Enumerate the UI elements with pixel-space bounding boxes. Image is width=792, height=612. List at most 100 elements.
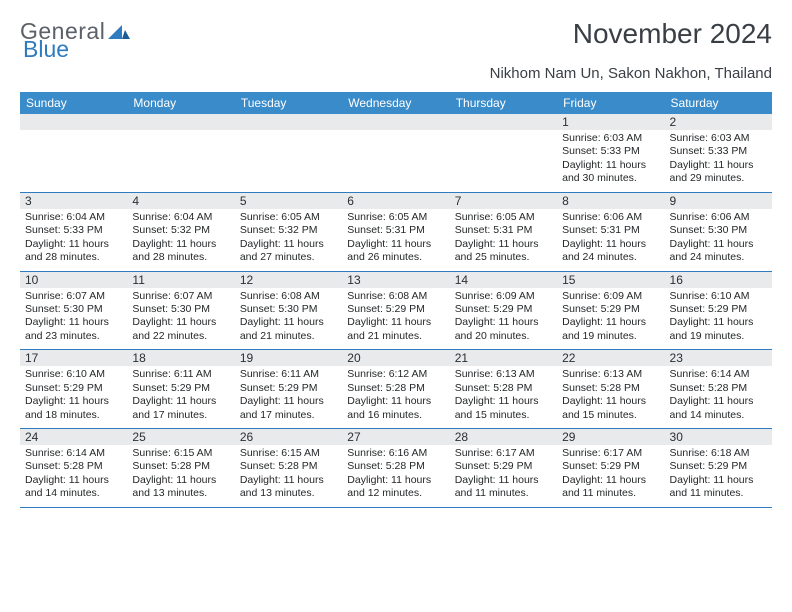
sunrise-text: Sunrise: 6:05 AM: [347, 211, 444, 224]
sunrise-text: Sunrise: 6:16 AM: [347, 447, 444, 460]
page-title: November 2024: [573, 18, 772, 50]
sunrise-text: Sunrise: 6:04 AM: [25, 211, 122, 224]
daylight-text: Daylight: 11 hours and 19 minutes.: [670, 316, 767, 343]
day-body: [235, 130, 342, 184]
sunset-text: Sunset: 5:31 PM: [562, 224, 659, 237]
daylight-text: Daylight: 11 hours and 26 minutes.: [347, 238, 444, 265]
day-cell: 17Sunrise: 6:10 AMSunset: 5:29 PMDayligh…: [20, 350, 127, 429]
week-row: 17Sunrise: 6:10 AMSunset: 5:29 PMDayligh…: [20, 350, 772, 429]
weekday-header: Wednesday: [342, 92, 449, 114]
day-body: Sunrise: 6:18 AMSunset: 5:29 PMDaylight:…: [665, 445, 772, 507]
day-cell: [127, 114, 234, 192]
day-body: Sunrise: 6:03 AMSunset: 5:33 PMDaylight:…: [557, 130, 664, 192]
day-number: 5: [235, 193, 342, 209]
day-cell: [450, 114, 557, 192]
day-number: [20, 114, 127, 130]
day-cell: 22Sunrise: 6:13 AMSunset: 5:28 PMDayligh…: [557, 350, 664, 429]
sunrise-text: Sunrise: 6:15 AM: [132, 447, 229, 460]
weekday-header: Sunday: [20, 92, 127, 114]
sunset-text: Sunset: 5:29 PM: [455, 303, 552, 316]
day-cell: 2Sunrise: 6:03 AMSunset: 5:33 PMDaylight…: [665, 114, 772, 192]
day-body: Sunrise: 6:15 AMSunset: 5:28 PMDaylight:…: [127, 445, 234, 507]
day-body: Sunrise: 6:10 AMSunset: 5:29 PMDaylight:…: [665, 288, 772, 350]
sunset-text: Sunset: 5:28 PM: [347, 382, 444, 395]
daylight-text: Daylight: 11 hours and 11 minutes.: [455, 474, 552, 501]
calendar-table: Sunday Monday Tuesday Wednesday Thursday…: [20, 92, 772, 508]
day-cell: 27Sunrise: 6:16 AMSunset: 5:28 PMDayligh…: [342, 429, 449, 508]
sunrise-text: Sunrise: 6:18 AM: [670, 447, 767, 460]
day-cell: 8Sunrise: 6:06 AMSunset: 5:31 PMDaylight…: [557, 192, 664, 271]
day-number: 23: [665, 350, 772, 366]
daylight-text: Daylight: 11 hours and 25 minutes.: [455, 238, 552, 265]
sunset-text: Sunset: 5:28 PM: [455, 382, 552, 395]
day-number: 19: [235, 350, 342, 366]
day-cell: 20Sunrise: 6:12 AMSunset: 5:28 PMDayligh…: [342, 350, 449, 429]
daylight-text: Daylight: 11 hours and 20 minutes.: [455, 316, 552, 343]
sunset-text: Sunset: 5:29 PM: [25, 382, 122, 395]
daylight-text: Daylight: 11 hours and 18 minutes.: [25, 395, 122, 422]
day-cell: 26Sunrise: 6:15 AMSunset: 5:28 PMDayligh…: [235, 429, 342, 508]
day-cell: 24Sunrise: 6:14 AMSunset: 5:28 PMDayligh…: [20, 429, 127, 508]
day-body: Sunrise: 6:07 AMSunset: 5:30 PMDaylight:…: [127, 288, 234, 350]
week-row: 10Sunrise: 6:07 AMSunset: 5:30 PMDayligh…: [20, 271, 772, 350]
sunset-text: Sunset: 5:33 PM: [562, 145, 659, 158]
day-number: 2: [665, 114, 772, 130]
day-cell: 12Sunrise: 6:08 AMSunset: 5:30 PMDayligh…: [235, 271, 342, 350]
sunset-text: Sunset: 5:29 PM: [347, 303, 444, 316]
daylight-text: Daylight: 11 hours and 21 minutes.: [240, 316, 337, 343]
day-number: 7: [450, 193, 557, 209]
day-number: 14: [450, 272, 557, 288]
day-number: 20: [342, 350, 449, 366]
sunset-text: Sunset: 5:28 PM: [562, 382, 659, 395]
sunset-text: Sunset: 5:33 PM: [25, 224, 122, 237]
day-body: [127, 130, 234, 184]
daylight-text: Daylight: 11 hours and 24 minutes.: [562, 238, 659, 265]
day-body: Sunrise: 6:05 AMSunset: 5:31 PMDaylight:…: [342, 209, 449, 271]
sunrise-text: Sunrise: 6:07 AM: [132, 290, 229, 303]
weekday-header: Thursday: [450, 92, 557, 114]
daylight-text: Daylight: 11 hours and 13 minutes.: [240, 474, 337, 501]
day-number: 9: [665, 193, 772, 209]
sunset-text: Sunset: 5:28 PM: [25, 460, 122, 473]
sunset-text: Sunset: 5:32 PM: [132, 224, 229, 237]
day-body: Sunrise: 6:04 AMSunset: 5:32 PMDaylight:…: [127, 209, 234, 271]
day-number: 21: [450, 350, 557, 366]
day-body: Sunrise: 6:13 AMSunset: 5:28 PMDaylight:…: [557, 366, 664, 428]
day-body: Sunrise: 6:16 AMSunset: 5:28 PMDaylight:…: [342, 445, 449, 507]
sunrise-text: Sunrise: 6:05 AM: [240, 211, 337, 224]
sunset-text: Sunset: 5:29 PM: [562, 303, 659, 316]
day-body: Sunrise: 6:17 AMSunset: 5:29 PMDaylight:…: [450, 445, 557, 507]
day-cell: 1Sunrise: 6:03 AMSunset: 5:33 PMDaylight…: [557, 114, 664, 192]
day-cell: 9Sunrise: 6:06 AMSunset: 5:30 PMDaylight…: [665, 192, 772, 271]
daylight-text: Daylight: 11 hours and 21 minutes.: [347, 316, 444, 343]
sunset-text: Sunset: 5:29 PM: [455, 460, 552, 473]
day-cell: 30Sunrise: 6:18 AMSunset: 5:29 PMDayligh…: [665, 429, 772, 508]
day-body: Sunrise: 6:06 AMSunset: 5:31 PMDaylight:…: [557, 209, 664, 271]
day-cell: 5Sunrise: 6:05 AMSunset: 5:32 PMDaylight…: [235, 192, 342, 271]
sunset-text: Sunset: 5:28 PM: [240, 460, 337, 473]
daylight-text: Daylight: 11 hours and 29 minutes.: [670, 159, 767, 186]
sunrise-text: Sunrise: 6:12 AM: [347, 368, 444, 381]
day-cell: 10Sunrise: 6:07 AMSunset: 5:30 PMDayligh…: [20, 271, 127, 350]
day-number: 24: [20, 429, 127, 445]
day-cell: 3Sunrise: 6:04 AMSunset: 5:33 PMDaylight…: [20, 192, 127, 271]
sunrise-text: Sunrise: 6:03 AM: [670, 132, 767, 145]
day-number: 16: [665, 272, 772, 288]
daylight-text: Daylight: 11 hours and 13 minutes.: [132, 474, 229, 501]
daylight-text: Daylight: 11 hours and 11 minutes.: [562, 474, 659, 501]
day-number: [235, 114, 342, 130]
sunset-text: Sunset: 5:29 PM: [670, 303, 767, 316]
day-number: 11: [127, 272, 234, 288]
day-cell: 18Sunrise: 6:11 AMSunset: 5:29 PMDayligh…: [127, 350, 234, 429]
day-body: Sunrise: 6:07 AMSunset: 5:30 PMDaylight:…: [20, 288, 127, 350]
sunset-text: Sunset: 5:30 PM: [240, 303, 337, 316]
day-number: 22: [557, 350, 664, 366]
daylight-text: Daylight: 11 hours and 11 minutes.: [670, 474, 767, 501]
day-cell: 16Sunrise: 6:10 AMSunset: 5:29 PMDayligh…: [665, 271, 772, 350]
brand-text-2: Blue: [23, 36, 69, 62]
day-number: [127, 114, 234, 130]
day-number: [450, 114, 557, 130]
day-body: Sunrise: 6:11 AMSunset: 5:29 PMDaylight:…: [127, 366, 234, 428]
sunrise-text: Sunrise: 6:08 AM: [347, 290, 444, 303]
daylight-text: Daylight: 11 hours and 17 minutes.: [132, 395, 229, 422]
